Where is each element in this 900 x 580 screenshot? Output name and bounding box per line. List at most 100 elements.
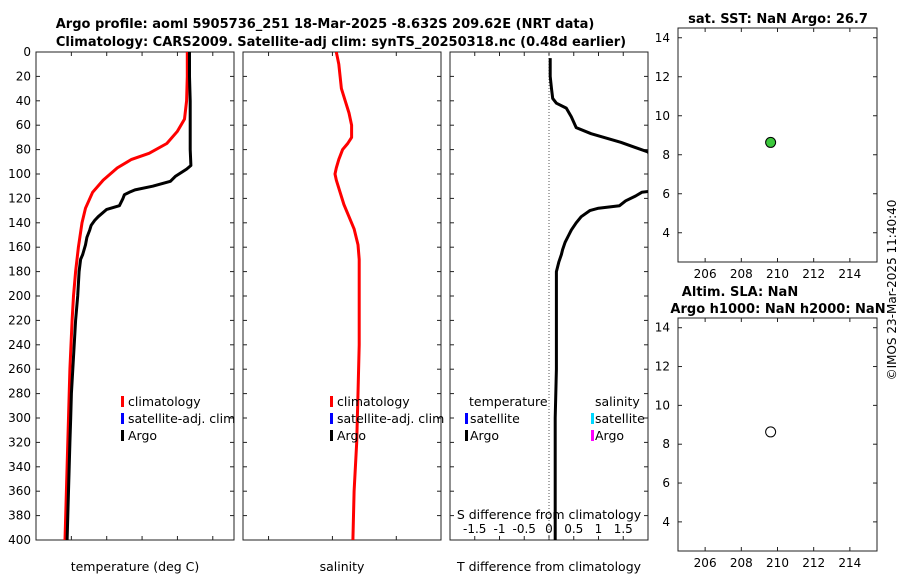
y-tick-label: 10 (655, 109, 670, 123)
legend-swatch-argo (330, 430, 333, 441)
x-tick-label: 0 (545, 544, 553, 558)
series-line-climatology (333, 52, 361, 540)
depth-tick-label: 280 (8, 387, 31, 401)
sla-axes (677, 317, 878, 552)
depth-tick-label: 200 (8, 289, 31, 303)
sal-diff-tick-label: 1.5 (614, 522, 633, 536)
x-tick-label: 210 (766, 267, 789, 281)
x-tick-label: 212 (802, 267, 825, 281)
imos-watermark: ©IMOS 23-Mar-2025 11:40:40 (885, 200, 899, 381)
depth-tick-label: 240 (8, 338, 31, 352)
figure-title-line1: Argo profile: aoml 5905736_251 18-Mar-20… (56, 17, 595, 32)
legend-swatch-argo-temp (465, 430, 468, 441)
x-tick-label: 208 (730, 267, 753, 281)
x-tick-label: 15 (99, 544, 114, 558)
legend-title-salinity: salinity (595, 394, 640, 409)
difference-legend: temperature salinity satellite Argo sate… (465, 394, 645, 443)
sst-panel-title: sat. SST: NaN Argo: 26.7 (688, 12, 868, 27)
x-tick-label: 210 (766, 556, 789, 570)
legend-swatch-argo-sal (591, 430, 594, 441)
x-tick-label: 214 (838, 556, 861, 570)
depth-tick-label: 220 (8, 313, 31, 327)
temperature-xlabel: temperature (deg C) (71, 559, 200, 574)
argo-position-marker (765, 426, 777, 438)
temperature-plot: 5 10 15 20 25 30 (32, 52, 214, 558)
x-tick-label: 206 (694, 556, 717, 570)
legend-swatch-climatology (121, 396, 124, 407)
legend-swatch-sat-sal (591, 413, 594, 424)
x-tick-label: 2 (570, 544, 578, 558)
sst-axes (677, 27, 878, 263)
legend-label-sat-sal: satellite (595, 411, 645, 426)
salinity-xlabel: salinity (320, 559, 365, 574)
depth-tick-label: 400 (8, 533, 31, 547)
argo-position-marker (765, 136, 777, 148)
temperature-legend: climatology satellite-adj. clim Argo (121, 394, 235, 443)
x-tick-label: 214 (838, 267, 861, 281)
salinity-plot: 34 34.5 35 (261, 52, 397, 558)
x-tick-label: 6 (619, 544, 627, 558)
series-line-argo-t-difference (548, 58, 648, 540)
depth-tick-label: 140 (8, 216, 31, 230)
depth-tick-label: 380 (8, 509, 31, 523)
x-tick-label: 206 (694, 267, 717, 281)
salinity-legend: climatology satellite-adj. clim Argo (330, 394, 444, 443)
y-tick-label: 6 (662, 187, 670, 201)
depth-tick-label: 80 (16, 143, 31, 157)
legend-swatch-satellite-clim (330, 413, 333, 424)
x-tick-label: 10 (64, 544, 79, 558)
y-tick-label: 8 (662, 148, 670, 162)
depth-tick-label: 260 (8, 362, 31, 376)
x-tick-label: -6 (469, 544, 481, 558)
depth-tick-label: 360 (8, 484, 31, 498)
depth-tick-label: 40 (16, 94, 31, 108)
x-tick-label: -4 (494, 544, 506, 558)
difference-plot: -6 -4 -2 0 2 4 6 -1.5 -1 -0.5 0 0.5 1 1.5 (463, 52, 648, 558)
y-tick-label: 4 (662, 515, 670, 529)
y-tick-label: 12 (655, 360, 670, 374)
depth-tick-label: 100 (8, 167, 31, 181)
sla-plot: 206 208 210 212 214 4 6 8 10 12 14 (655, 318, 877, 570)
y-tick-label: 4 (662, 226, 670, 240)
x-tick-label: 4 (595, 544, 603, 558)
legend-label-argo-sal: Argo (595, 428, 624, 443)
legend-label-climatology: climatology (128, 394, 201, 409)
depth-tick-label: 320 (8, 435, 31, 449)
depth-tick-label: 0 (23, 45, 31, 59)
y-tick-label: 12 (655, 70, 670, 84)
legend-label-sat-temp: satellite (470, 411, 520, 426)
x-tick-label: 34 (261, 544, 276, 558)
depth-tick-label: 160 (8, 240, 31, 254)
legend-title-temperature: temperature (469, 394, 548, 409)
depth-tick-label: 340 (8, 460, 31, 474)
legend-swatch-satellite-clim (121, 413, 124, 424)
legend-swatch-argo (121, 430, 124, 441)
depth-tick-label: 120 (8, 191, 31, 205)
legend-label-argo-temp: Argo (470, 428, 499, 443)
x-tick-label: 208 (730, 556, 753, 570)
y-tick-label: 8 (662, 437, 670, 451)
x-tick-label: 212 (802, 556, 825, 570)
x-tick-label: 20 (134, 544, 149, 558)
y-tick-label: 10 (655, 398, 670, 412)
y-tick-label: 6 (662, 476, 670, 490)
salinity-axes (242, 51, 442, 541)
series-line-argo (65, 52, 193, 540)
figure-title-line2: Climatology: CARS2009. Satellite-adj cli… (56, 35, 626, 50)
difference-xlabel: T difference from climatology (456, 559, 642, 574)
x-tick-label: -2 (518, 544, 530, 558)
legend-label-argo: Argo (337, 428, 366, 443)
x-tick-label: 5 (32, 544, 40, 558)
series-line-climatology (63, 52, 189, 540)
depth-tick-label: 60 (16, 118, 31, 132)
sal-diff-tick-label: 0 (545, 522, 553, 536)
legend-swatch-climatology (330, 396, 333, 407)
y-tick-label: 14 (655, 321, 670, 335)
legend-label-argo: Argo (128, 428, 157, 443)
depth-axis: 0 20 40 60 80 100 120 140 160 180 200 220 240 260 280 3… (8, 45, 648, 547)
sal-diff-tick-label: -0.5 (513, 522, 536, 536)
sla-panel-subtitle: Argo h1000: NaN h2000: NaN (670, 302, 885, 317)
depth-tick-label: 20 (16, 69, 31, 83)
x-tick-label: 34.5 (319, 544, 346, 558)
